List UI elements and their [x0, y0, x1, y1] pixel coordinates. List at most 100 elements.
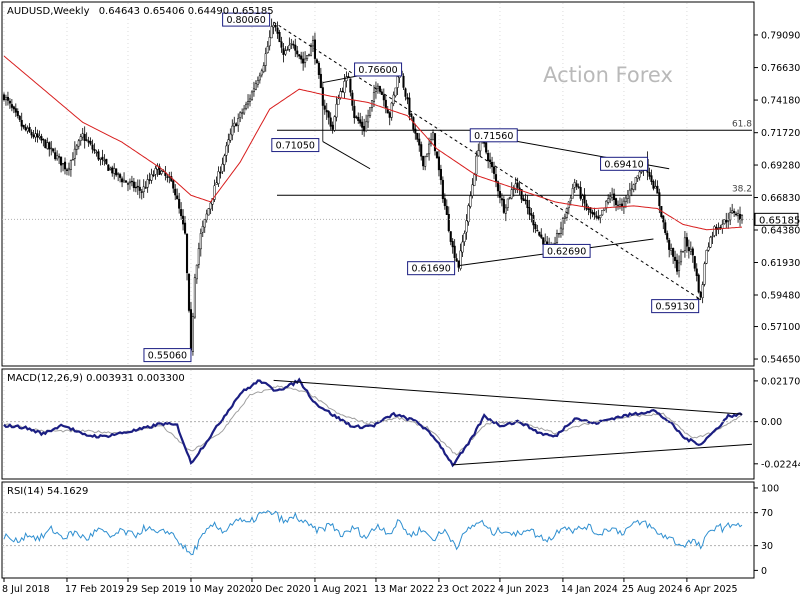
candle-body: [457, 260, 460, 268]
price-label-box: [143, 348, 192, 363]
candle: [122, 172, 126, 183]
candle: [569, 194, 572, 206]
candle-body: [711, 235, 714, 238]
candle-body: [61, 162, 65, 165]
candle: [260, 68, 263, 78]
candle: [650, 169, 653, 185]
candle-body: [630, 188, 633, 190]
candle-body: [477, 150, 480, 157]
candle: [290, 38, 293, 49]
candle-body: [445, 205, 448, 215]
candle: [679, 249, 683, 266]
candle-body: [144, 187, 147, 189]
candle: [685, 232, 688, 253]
candle: [241, 108, 244, 120]
candle-body: [575, 183, 578, 187]
candle: [660, 206, 663, 219]
candle: [337, 94, 340, 105]
candle: [534, 221, 537, 234]
candle-body: [197, 248, 200, 265]
candle-body: [634, 177, 637, 184]
candle-body: [384, 99, 387, 109]
candle-body: [654, 186, 657, 189]
candle-body: [40, 136, 43, 141]
candle: [695, 263, 698, 282]
candle: [148, 172, 151, 185]
candle: [282, 42, 285, 63]
candle: [607, 194, 610, 205]
price-label-text: 0.71050: [276, 141, 315, 152]
candle: [538, 231, 541, 237]
candle: [296, 45, 299, 58]
candle: [187, 273, 191, 313]
candle-body: [616, 204, 620, 207]
candle: [121, 176, 124, 188]
candle: [451, 238, 454, 254]
candle-body: [555, 233, 559, 244]
candle-body: [424, 156, 427, 167]
candle: [670, 243, 673, 256]
candle: [500, 193, 503, 207]
candle-body: [638, 171, 641, 178]
candle-body: [67, 167, 70, 171]
candle-body: [56, 155, 59, 160]
candle-body: [75, 145, 78, 150]
candle-body: [172, 180, 175, 189]
candle-body: [388, 112, 391, 118]
candle: [528, 199, 531, 220]
candle-body: [85, 139, 88, 141]
candle: [201, 220, 204, 238]
candle: [172, 178, 175, 193]
candle: [42, 138, 45, 147]
candle: [575, 180, 578, 190]
candle-body: [609, 196, 612, 200]
candle-body: [721, 224, 724, 229]
candle: [30, 129, 33, 139]
price-label-text: 0.80060: [226, 15, 265, 26]
candle-body: [258, 75, 261, 81]
candle-body: [2, 94, 6, 101]
candle-body: [296, 50, 299, 55]
candle: [368, 107, 372, 118]
candle-body: [487, 153, 490, 161]
candle: [367, 109, 370, 128]
candle-body: [231, 125, 234, 136]
candle: [48, 141, 51, 157]
candle-body: [502, 199, 505, 213]
candle: [705, 249, 708, 265]
candle: [418, 133, 421, 152]
price-label-box: [600, 156, 649, 171]
candle: [327, 110, 330, 125]
price-label-box: [469, 128, 518, 143]
price-axis-tick-label: 0.54650: [761, 355, 800, 366]
candle-body: [134, 186, 137, 189]
candle: [174, 184, 177, 201]
price-axis-tick-label: 0.64380: [761, 226, 800, 237]
candle: [410, 112, 413, 120]
candle: [699, 290, 702, 300]
candle-body: [329, 117, 332, 127]
candle-body: [367, 115, 370, 123]
candle: [34, 126, 37, 143]
candle-body: [79, 136, 82, 141]
candle: [138, 179, 141, 199]
candle: [591, 209, 594, 218]
candle-body: [540, 234, 543, 238]
time-axis-tick-label: 25 Aug 2024: [622, 584, 683, 595]
candle-body: [335, 103, 338, 118]
time-axis-tick-label: 1 Aug 2021: [313, 584, 368, 595]
candle: [223, 153, 226, 172]
candle: [408, 92, 411, 121]
candle-body: [87, 140, 90, 143]
ohlc-values: 0.64643 0.65406 0.64490 0.65185: [99, 6, 274, 17]
time-axis-tick-label: 6 Apr 2025: [685, 584, 738, 595]
candle: [579, 181, 582, 201]
candle-body: [22, 124, 25, 128]
candle-body: [189, 309, 193, 351]
candle-body: [355, 116, 358, 118]
candle: [666, 230, 669, 243]
candle-body: [492, 166, 496, 174]
candle-body: [359, 119, 362, 124]
candle-body: [8, 100, 11, 104]
candle: [191, 312, 194, 356]
